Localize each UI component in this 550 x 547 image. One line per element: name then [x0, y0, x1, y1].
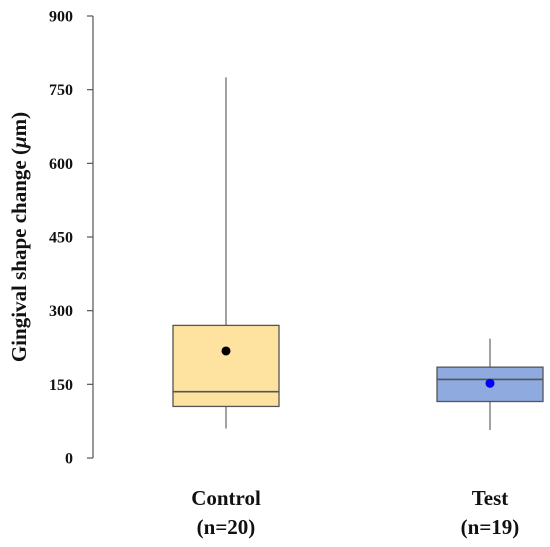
- box-test: [436, 338, 544, 431]
- category-n-label: (n=20): [197, 515, 256, 539]
- y-tick-label: 300: [49, 303, 73, 320]
- iqr-box: [172, 324, 280, 408]
- y-tick-label: 600: [49, 156, 73, 173]
- y-axis-title: Gingival shape change (μm): [7, 112, 31, 362]
- y-tick-label: 150: [49, 377, 73, 394]
- y-axis-title-group: Gingival shape change (μm): [7, 112, 31, 362]
- y-axis: 0 150 300 450 600 750 900: [49, 9, 94, 468]
- y-tick-label: 750: [49, 82, 73, 99]
- category-name: Control: [191, 486, 261, 510]
- y-axis-title-symbol: μ: [7, 136, 31, 149]
- category-name: Test: [472, 486, 509, 510]
- mean-marker: [221, 346, 231, 356]
- y-tick-label: 900: [49, 9, 73, 26]
- y-axis-title-text: Gingival shape change (: [7, 148, 31, 362]
- boxes: [172, 77, 544, 431]
- y-axis-title-unit: m): [7, 112, 31, 137]
- y-tick-label: 450: [49, 230, 73, 247]
- box-control: [172, 77, 280, 429]
- category-labels: Control (n=20) Test (n=19): [191, 486, 519, 539]
- mean-marker: [485, 378, 495, 388]
- y-tick-label: 0: [65, 451, 73, 468]
- category-n-label: (n=19): [461, 515, 520, 539]
